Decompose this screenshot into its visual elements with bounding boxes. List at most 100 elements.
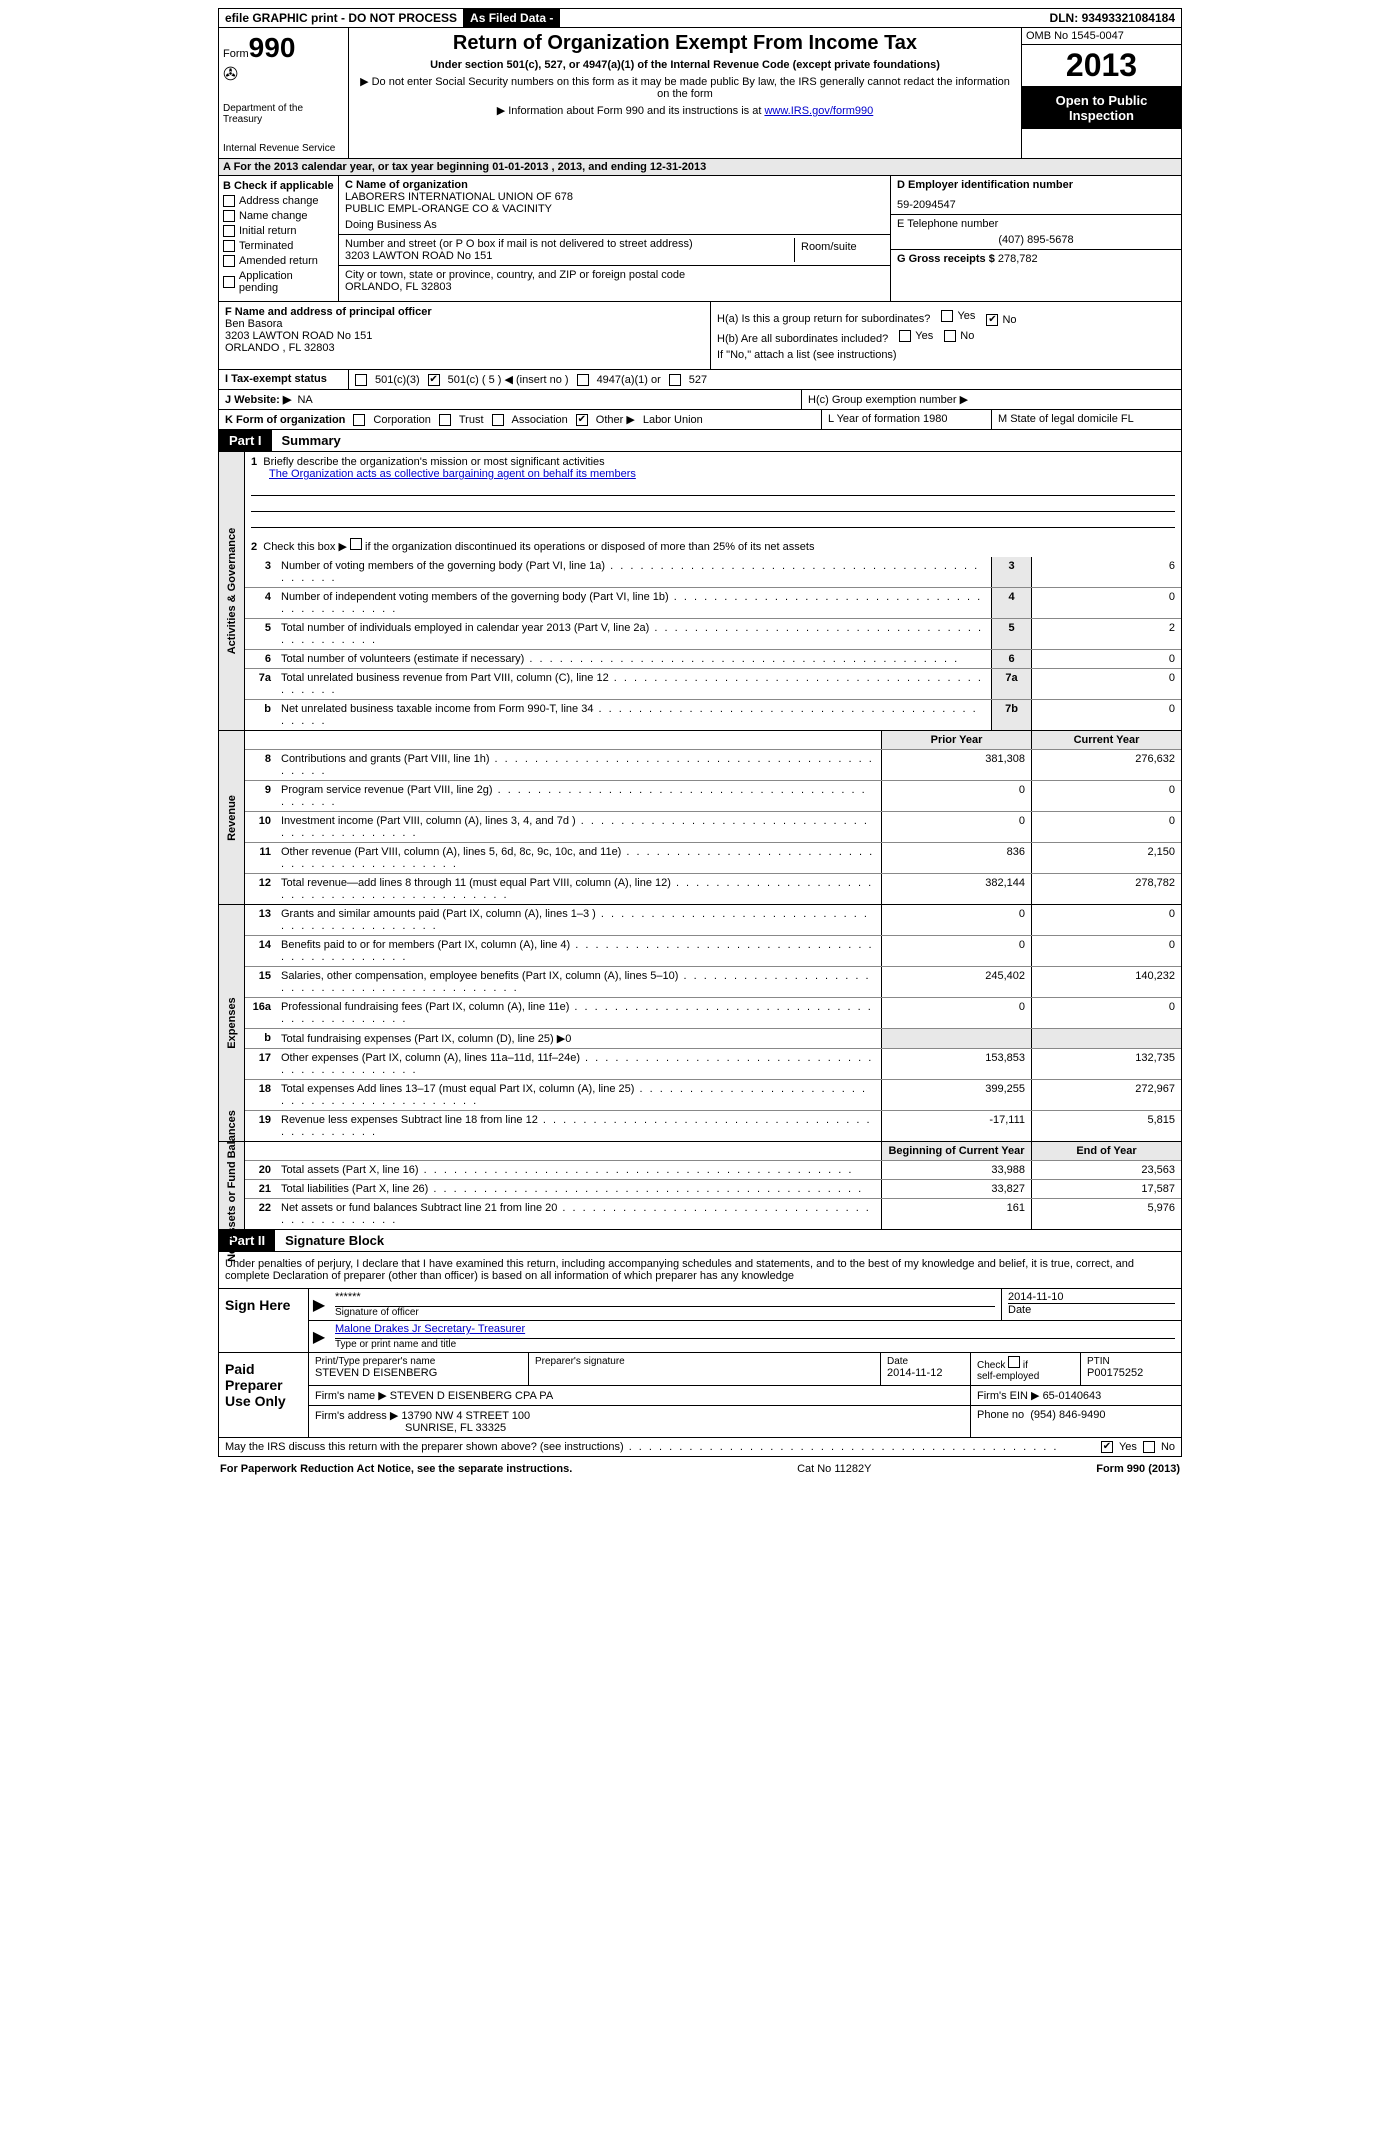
line2-label: Check this box ▶ if the organization dis… [263,541,814,553]
line1-label: Briefly describe the organization's miss… [263,456,604,468]
part-i-header: Part I Summary [218,430,1182,452]
cb-501c3[interactable] [355,374,367,386]
officer-name: Malone Drakes Jr Secretary- Treasurer [335,1323,1175,1339]
form-note2: ▶ Information about Form 990 and its ins… [357,104,1013,117]
header-right: OMB No 1545-0047 2013 Open to Public Ins… [1021,28,1181,158]
dept-treasury: Department of the Treasury [223,103,344,125]
hb-no[interactable] [944,330,956,342]
arrow-icon: ▶ [309,1321,329,1352]
year-formation: L Year of formation 1980 [821,410,991,429]
dln: DLN: 93493321084184 [1044,9,1181,27]
officer-sig-label: Signature of officer [335,1307,995,1318]
summary-line: 15Salaries, other compensation, employee… [245,967,1181,998]
vtab-exp: Expenses [226,997,238,1048]
cb-501c[interactable] [428,374,440,386]
vtab-ag: Activities & Governance [226,528,238,655]
dba-label: Doing Business As [345,219,884,231]
discuss-yes[interactable] [1101,1441,1113,1453]
summary-line: 17Other expenses (Part IX, column (A), l… [245,1049,1181,1080]
row-j: J Website: ▶ NA H(c) Group exemption num… [218,390,1182,410]
arrow-icon: ▶ [309,1289,329,1320]
org-name-2: PUBLIC EMPL-ORANGE CO & VACINITY [345,203,884,215]
cb-app-pending[interactable]: Application pending [223,270,334,294]
org-name-1: LABORERS INTERNATIONAL UNION OF 678 [345,191,884,203]
line1-value: The Organization acts as collective barg… [269,468,636,480]
sign-here-label: Sign Here [219,1289,309,1352]
sig-date: 2014-11-10 [1008,1291,1175,1304]
ha-yes[interactable] [941,310,953,322]
irs-link[interactable]: www.IRS.gov/form990 [764,105,873,117]
firm-addr1: 13790 NW 4 STREET 100 [401,1410,530,1422]
discuss-row: May the IRS discuss this return with the… [218,1438,1182,1457]
gross-value: 278,782 [998,253,1038,265]
section-bcd: B Check if applicable Address change Nam… [218,176,1182,302]
firm-name: STEVEN D EISENBERG CPA PA [390,1390,553,1402]
summary-line: 16aProfessional fundraising fees (Part I… [245,998,1181,1029]
summary-line: 11Other revenue (Part VIII, column (A), … [245,843,1181,874]
summary-exp: Expenses 13Grants and similar amounts pa… [218,905,1182,1142]
open-inspection: Open to Public Inspection [1022,87,1181,129]
ein-label: D Employer identification number [897,179,1175,191]
prep-name: STEVEN D EISENBERG [315,1367,522,1379]
addr-label: Number and street (or P O box if mail is… [345,238,794,250]
cb-amended[interactable]: Amended return [223,255,334,267]
summary-line: 4Number of independent voting members of… [245,588,1181,619]
row-k: K Form of organization Corporation Trust… [218,410,1182,430]
h-section: H(a) Is this a group return for subordin… [711,302,1181,369]
hdr-curr: Current Year [1031,731,1181,749]
officer-sig: ****** [335,1291,995,1307]
form-title: Return of Organization Exempt From Incom… [357,32,1013,55]
prep-date: 2014-11-12 [887,1367,964,1379]
tel-label: E Telephone number [897,218,1175,230]
summary-line: 12Total revenue—add lines 8 through 11 (… [245,874,1181,904]
room-suite-label: Room/suite [794,238,884,262]
firm-ein: 65-0140643 [1043,1390,1102,1402]
org-name-label: C Name of organization [345,179,884,191]
cb-self-employed[interactable] [1008,1356,1020,1368]
cb-4947[interactable] [577,374,589,386]
ein-value: 59-2094547 [897,199,1175,211]
principal-officer: F Name and address of principal officer … [219,302,711,369]
cb-other[interactable] [576,414,588,426]
summary-ag: Activities & Governance 1 Briefly descri… [218,452,1182,731]
summary-line: bNet unrelated business taxable income f… [245,700,1181,730]
cb-trust[interactable] [439,414,451,426]
cb-527[interactable] [669,374,681,386]
cb-assoc[interactable] [492,414,504,426]
cb-initial-return[interactable]: Initial return [223,225,334,237]
summary-line: 13Grants and similar amounts paid (Part … [245,905,1181,936]
foot-left: For Paperwork Reduction Act Notice, see … [220,1463,572,1475]
vtab-rev: Revenue [226,795,238,841]
asfiled-label: As Filed Data - [464,9,560,27]
ha-label: H(a) Is this a group return for subordin… [717,313,930,325]
paid-prep-label: Paid Preparer Use Only [219,1353,309,1437]
discuss-text: May the IRS discuss this return with the… [225,1441,1058,1453]
ptin: P00175252 [1087,1367,1175,1379]
discuss-no[interactable] [1143,1441,1155,1453]
tel-value: (407) 895-5678 [897,234,1175,246]
cb-line2[interactable] [350,538,362,550]
summary-na: Net Assets or Fund Balances Beginning of… [218,1142,1182,1230]
addr-value: 3203 LAWTON ROAD No 151 [345,250,794,262]
firm-addr2: SUNRISE, FL 33325 [405,1422,506,1434]
hb-yes[interactable] [899,330,911,342]
col-b-title: B Check if applicable [223,180,334,192]
form-header: Form990 ✇ Department of the Treasury Int… [218,28,1182,159]
city-label: City or town, state or province, country… [345,269,884,281]
paid-preparer-block: Paid Preparer Use Only Print/Type prepar… [218,1353,1182,1438]
cb-address-change[interactable]: Address change [223,195,334,207]
form-label: Form [223,48,249,60]
summary-line: bTotal fundraising expenses (Part IX, co… [245,1029,1181,1049]
officer-name-label: Type or print name and title [335,1339,1175,1350]
foot-mid: Cat No 11282Y [797,1463,871,1475]
hb-note: If "No," attach a list (see instructions… [717,349,1175,361]
perjury-text: Under penalties of perjury, I declare th… [218,1252,1182,1289]
hdr-prior: Prior Year [881,731,1031,749]
dept-irs: Internal Revenue Service [223,143,344,154]
cb-corp[interactable] [353,414,365,426]
summary-line: 20Total assets (Part X, line 16)33,98823… [245,1161,1181,1180]
form-number: 990 [249,32,296,63]
cb-name-change[interactable]: Name change [223,210,334,222]
cb-terminated[interactable]: Terminated [223,240,334,252]
ha-no[interactable] [986,314,998,326]
